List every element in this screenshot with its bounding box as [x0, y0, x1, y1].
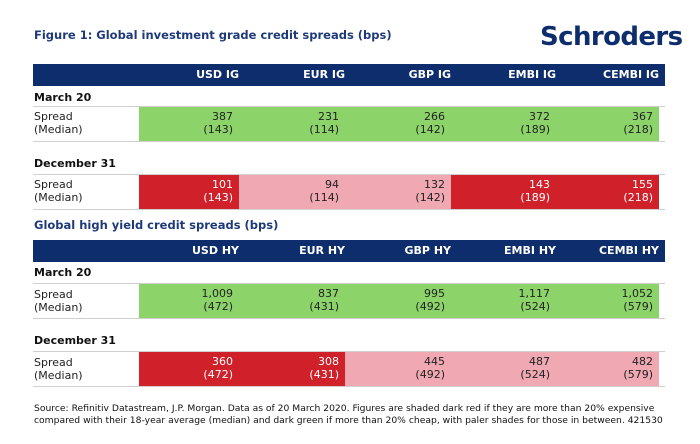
median-value: (142) [415, 123, 445, 136]
hy-table-title: Global high yield credit spreads (bps) [34, 218, 279, 232]
spread-cell: 367 (218) [556, 107, 659, 141]
spread-cell: 482 (579) [556, 352, 659, 386]
ig-col-header: USD IG [196, 68, 239, 81]
section-title: March 20 [34, 91, 92, 104]
row-label-median: (Median) [34, 301, 83, 314]
median-value: (431) [309, 368, 339, 381]
row-divider [33, 209, 665, 210]
median-value: (143) [203, 123, 233, 136]
row-divider [33, 386, 665, 387]
median-value: (189) [520, 191, 550, 204]
hy-col-header: EMBI HY [504, 244, 556, 257]
spread-value: 360 [212, 355, 233, 368]
spread-cell: 1,117 (524) [451, 284, 556, 318]
spread-value: 995 [424, 287, 445, 300]
median-value: (472) [203, 368, 233, 381]
spread-value: 308 [318, 355, 339, 368]
spread-cell: 387 (143) [139, 107, 239, 141]
spread-value: 372 [529, 110, 550, 123]
row-divider [33, 283, 665, 284]
row-label-spread: Spread [34, 110, 73, 123]
median-value: (524) [520, 300, 550, 313]
spread-cell: 1,052 (579) [556, 284, 659, 318]
section-title: December 31 [34, 334, 116, 347]
hy-col-header: CEMBI HY [598, 244, 659, 257]
spread-value: 143 [529, 178, 550, 191]
source-note: Source: Refinitiv Datastream, J.P. Morga… [34, 403, 663, 426]
spread-cell: 445 (492) [345, 352, 451, 386]
ig-table-title: Figure 1: Global investment grade credit… [34, 28, 392, 42]
hy-col-header: USD HY [192, 244, 239, 257]
spread-value: 101 [212, 178, 233, 191]
spread-value: 487 [529, 355, 550, 368]
spread-cell: 1,009 (472) [139, 284, 239, 318]
spread-value: 1,052 [621, 287, 654, 300]
spread-value: 132 [424, 178, 445, 191]
ig-col-header: GBP IG [408, 68, 451, 81]
section-title: March 20 [34, 266, 92, 279]
row-divider [33, 106, 665, 107]
spread-cell: 101 (143) [139, 175, 239, 209]
row-divider [33, 351, 665, 352]
spread-cell: 487 (524) [451, 352, 556, 386]
spread-value: 367 [632, 110, 653, 123]
median-value: (579) [623, 368, 653, 381]
median-value: (218) [623, 123, 653, 136]
row-label-median: (Median) [34, 191, 83, 204]
spread-value: 155 [632, 178, 653, 191]
spread-cell: 231 (114) [239, 107, 345, 141]
spread-cell: 372 (189) [451, 107, 556, 141]
ig-header-bar: USD IG EUR IG GBP IG EMBI IG CEMBI IG [33, 64, 665, 86]
spread-cell: 360 (472) [139, 352, 239, 386]
spread-value: 837 [318, 287, 339, 300]
spread-cell: 308 (431) [239, 352, 345, 386]
spread-cell: 266 (142) [345, 107, 451, 141]
spread-cell: 143 (189) [451, 175, 556, 209]
row-label-median: (Median) [34, 123, 83, 136]
spread-value: 266 [424, 110, 445, 123]
spread-cell: 132 (142) [345, 175, 451, 209]
section-title: December 31 [34, 157, 116, 170]
row-divider [33, 318, 665, 319]
median-value: (143) [203, 191, 233, 204]
ig-col-header: EUR IG [303, 68, 345, 81]
median-value: (472) [203, 300, 233, 313]
spread-value: 1,117 [518, 287, 551, 300]
spread-value: 94 [325, 178, 339, 191]
median-value: (524) [520, 368, 550, 381]
row-divider [33, 141, 665, 142]
spread-value: 1,009 [201, 287, 234, 300]
median-value: (492) [415, 368, 445, 381]
ig-col-header: EMBI IG [508, 68, 556, 81]
hy-col-header: GBP HY [404, 244, 451, 257]
row-label-median: (Median) [34, 369, 83, 382]
row-divider [33, 174, 665, 175]
row-label-spread: Spread [34, 288, 73, 301]
spread-cell: 155 (218) [556, 175, 659, 209]
ig-col-header: CEMBI IG [603, 68, 659, 81]
spread-value: 482 [632, 355, 653, 368]
hy-col-header: EUR HY [299, 244, 345, 257]
spread-cell: 94 (114) [239, 175, 345, 209]
spread-value: 231 [318, 110, 339, 123]
median-value: (579) [623, 300, 653, 313]
row-label-spread: Spread [34, 356, 73, 369]
median-value: (114) [309, 123, 339, 136]
median-value: (492) [415, 300, 445, 313]
spread-value: 387 [212, 110, 233, 123]
median-value: (142) [415, 191, 445, 204]
median-value: (218) [623, 191, 653, 204]
median-value: (431) [309, 300, 339, 313]
hy-header-bar: USD HY EUR HY GBP HY EMBI HY CEMBI HY [33, 240, 665, 262]
spread-value: 445 [424, 355, 445, 368]
schroders-logo: Schroders [540, 22, 683, 52]
median-value: (114) [309, 191, 339, 204]
median-value: (189) [520, 123, 550, 136]
spread-cell: 837 (431) [239, 284, 345, 318]
spread-cell: 995 (492) [345, 284, 451, 318]
row-label-spread: Spread [34, 178, 73, 191]
